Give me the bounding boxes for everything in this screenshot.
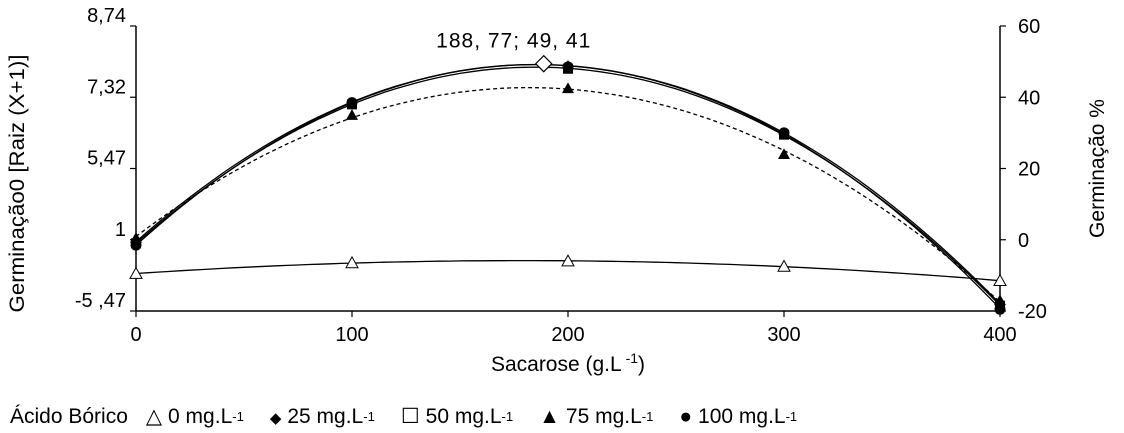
legend-item-0mg: △ 0 mg.L -1 <box>146 404 244 429</box>
data-point-series-4 <box>994 303 1006 315</box>
legend-item-label: 0 mg.L <box>168 405 233 428</box>
legend-item-label: 100 mg.L <box>698 405 786 428</box>
trend-line-series-2 <box>135 66 1001 306</box>
data-point-series-3 <box>130 231 142 243</box>
legend-item-sup: -1 <box>501 409 514 424</box>
y-left-tick-label: 5,47 <box>87 148 126 170</box>
data-point-series-3 <box>346 109 358 120</box>
data-point-series-4 <box>778 127 790 139</box>
filled-circle-icon: ● <box>679 405 693 428</box>
open-triangle-icon: △ <box>145 405 163 428</box>
data-point-series-0 <box>561 254 575 267</box>
y-axis-title-right: Germinação % <box>1086 99 1109 238</box>
legend-item-sup: -1 <box>363 409 375 424</box>
legend-item-sup: -1 <box>232 409 244 424</box>
legend-item-100mg: ● 100 mg.L -1 <box>679 405 797 429</box>
data-point-series-3 <box>778 148 790 160</box>
vertex-annotation: 188, 77; 49, 41 <box>436 30 591 53</box>
data-point-series-0 <box>345 255 359 269</box>
y-left-tick-label: 7,32 <box>87 76 126 98</box>
trend-line-series-3 <box>135 86 1001 303</box>
x-tick-label: 400 <box>983 324 1016 346</box>
legend-item-25mg: ◆ 25 mg.L -1 <box>270 405 375 429</box>
data-point-series-4 <box>130 239 142 251</box>
data-point-series-4 <box>346 97 358 109</box>
legend-title: Ácido Bórico <box>10 405 128 428</box>
legend: Ácido Bórico △ 0 mg.L -1 ◆ 25 mg.L -1 ☐ 50… <box>10 404 823 430</box>
y-right-tick-label: 0 <box>1018 230 1029 252</box>
y-right-tick-label: 60 <box>1018 16 1040 38</box>
data-point-series-3 <box>562 82 574 94</box>
legend-item-sup: -1 <box>641 409 654 424</box>
y-left-tick-label: -5 ,47 <box>75 290 126 312</box>
data-point-series-3 <box>994 294 1006 306</box>
open-square-icon: ☐ <box>400 405 420 428</box>
x-tick-label: 200 <box>551 324 584 346</box>
vertex-marker <box>534 54 553 73</box>
legend-item-sup: -1 <box>785 409 798 424</box>
x-tick-label: 0 <box>130 324 141 346</box>
legend-item-label: 25 mg.L <box>287 405 364 428</box>
filled-diamond-icon: ◆ <box>269 410 282 427</box>
data-point-series-0 <box>129 266 143 279</box>
y-left-tick-label: 8,74 <box>87 5 126 27</box>
data-point-series-0 <box>993 273 1007 287</box>
y-right-tick-label: 20 <box>1018 159 1040 181</box>
x-axis-title: Sacarose (g.L -1) <box>491 350 645 376</box>
legend-item-50mg: ☐ 50 mg.L -1 <box>401 404 513 429</box>
trend-line-series-1 <box>135 63 1001 305</box>
y-left-tick-label: 1 <box>115 219 126 241</box>
x-tick-label: 300 <box>767 324 800 346</box>
legend-item-label: 50 mg.L <box>425 405 502 428</box>
legend-item-label: 75 mg.L <box>565 405 642 428</box>
filled-triangle-icon: ▲ <box>539 405 560 428</box>
trend-line-series-4 <box>135 63 1001 310</box>
x-tick-label: 100 <box>335 324 368 346</box>
data-point-series-0 <box>777 259 791 272</box>
data-point-series-4 <box>562 61 574 73</box>
y-right-tick-label: 40 <box>1018 87 1040 109</box>
y-right-tick-label: -20 <box>1018 301 1047 323</box>
y-axis-title-left: Germinação0 [Raiz (X+1)] <box>6 55 29 313</box>
legend-item-75mg: ▲ 75 mg.L -1 <box>539 405 653 429</box>
